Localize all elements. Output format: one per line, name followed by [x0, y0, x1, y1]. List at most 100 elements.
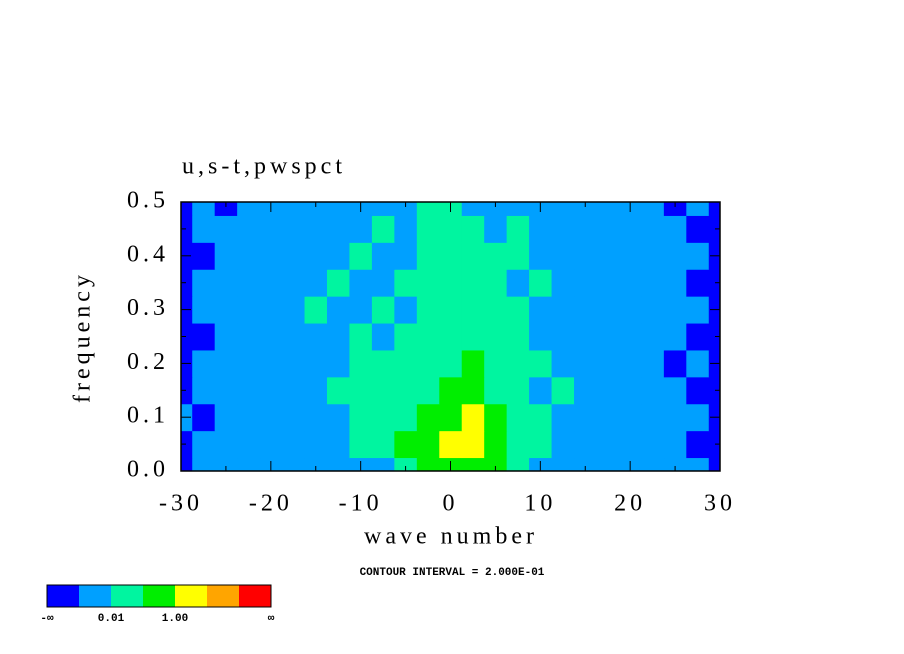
contour-cell [439, 296, 463, 324]
contour-cell [551, 215, 575, 243]
contour-cell [708, 457, 721, 472]
contour-cell [214, 376, 238, 405]
contour-cell [574, 430, 597, 459]
contour-cell [506, 296, 530, 324]
contour-cell [349, 215, 373, 243]
contour-cell [551, 323, 575, 351]
contour-cell [551, 202, 575, 216]
contour-cell [371, 323, 395, 351]
contour-cell [237, 376, 261, 405]
contour-cell [596, 242, 620, 270]
contour-cell [304, 323, 328, 351]
contour-cell [416, 269, 440, 297]
contour-cell [371, 215, 395, 243]
contour-cell [181, 323, 193, 351]
contour-cell [596, 349, 620, 378]
contour-cell [371, 242, 395, 270]
colorbar-swatch [143, 585, 175, 607]
contour-cell [618, 403, 642, 432]
contour-cell [529, 349, 553, 378]
contour-cell [551, 430, 575, 459]
contour-cell [461, 457, 485, 472]
contour-cell [663, 269, 687, 297]
contour-cell [641, 376, 665, 405]
contour-cell [416, 215, 440, 243]
contour-cell [529, 403, 553, 432]
contour-cell [641, 430, 665, 459]
contour-cell [371, 403, 395, 432]
contour-cell [304, 269, 328, 297]
colorbar-swatch [207, 585, 239, 607]
contour-cell [484, 215, 508, 243]
contour-cell [641, 202, 665, 216]
contour-cell [326, 215, 350, 243]
contour-cell [326, 202, 350, 216]
contour-cell [708, 323, 721, 351]
y-tick-label: 0.3 [127, 295, 169, 321]
contour-cell [304, 403, 328, 432]
contour-cell [282, 349, 306, 378]
colorbar-swatch [47, 585, 79, 607]
contour-cell [551, 269, 575, 297]
contour-cell [663, 323, 687, 351]
contour-cell [484, 349, 508, 378]
contour-cell [282, 242, 306, 270]
contour-cell [237, 242, 261, 270]
contour-cell [574, 269, 597, 297]
contour-cell [282, 202, 306, 216]
contour-cell [506, 349, 530, 378]
contour-cell [596, 296, 620, 324]
contour-cell [192, 323, 216, 351]
contour-cell [394, 349, 418, 378]
contour-cell [461, 242, 485, 270]
contour-cell [596, 430, 620, 459]
contour-cell [551, 349, 575, 378]
contour-cell [349, 349, 373, 378]
y-tick-label: 0.2 [127, 349, 169, 375]
contour-cell [192, 349, 216, 378]
contour-cell [394, 376, 418, 405]
contour-cell [214, 430, 238, 459]
contour-cell [304, 349, 328, 378]
contour-cell [237, 430, 261, 459]
contour-cell [574, 242, 597, 270]
contour-cell [237, 202, 261, 216]
contour-cell [439, 403, 463, 432]
contour-cell [506, 376, 530, 405]
contour-cell [192, 269, 216, 297]
colorbar-swatch [111, 585, 143, 607]
contour-cell [192, 215, 216, 243]
contour-cell [506, 215, 530, 243]
contour-cell [282, 296, 306, 324]
contour-cell [214, 457, 238, 472]
contour-cell [192, 242, 216, 270]
contour-cell [574, 376, 597, 405]
contour-cell [663, 215, 687, 243]
contour-cell [326, 457, 350, 472]
contour-cell [181, 202, 193, 216]
contour-cell [416, 376, 440, 405]
contour-cell [663, 457, 687, 472]
contour-cell [551, 403, 575, 432]
contour-cell [574, 215, 597, 243]
contour-cell [484, 296, 508, 324]
contour-cell [618, 430, 642, 459]
x-axis-label: wave number [364, 524, 538, 550]
colorbar-label: 0.01 [98, 613, 125, 625]
contour-cell [394, 202, 418, 216]
contour-cell [529, 242, 553, 270]
contour-cell [192, 202, 216, 216]
contour-cell [663, 430, 687, 459]
contour-cell [181, 430, 193, 459]
contour-cell [439, 323, 463, 351]
contour-cell [326, 376, 350, 405]
contour-cell [214, 403, 238, 432]
contour-cell [237, 215, 261, 243]
contour-cell [551, 296, 575, 324]
contour-cell [574, 403, 597, 432]
contour-cell [304, 242, 328, 270]
contour-cell [596, 323, 620, 351]
contour-cell [506, 323, 530, 351]
contour-cell [663, 202, 687, 216]
contour-cell [686, 376, 710, 405]
